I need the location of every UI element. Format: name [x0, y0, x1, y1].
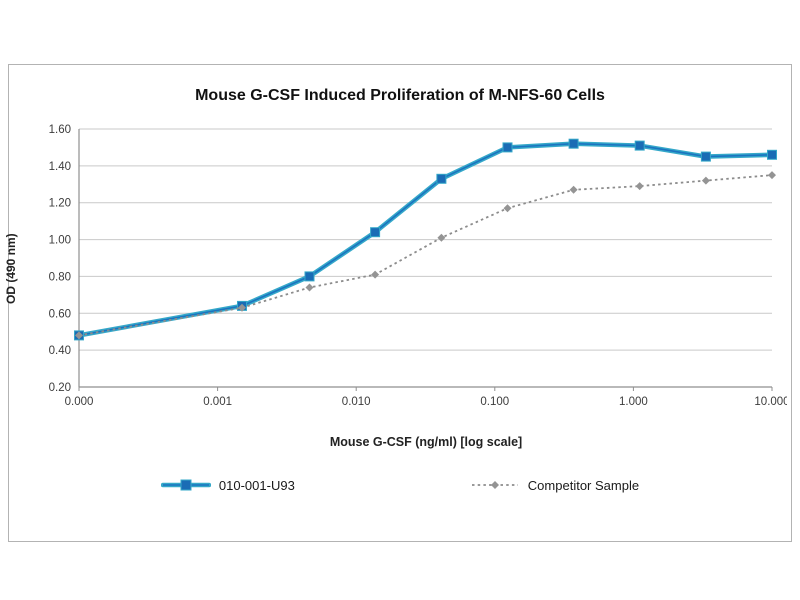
y-tick-label: 1.20 [49, 198, 71, 210]
legend-swatch-primary-icon [160, 479, 211, 491]
series-marker-1 [238, 303, 246, 312]
y-tick-label: 0.20 [49, 382, 71, 394]
y-tick-label: 1.40 [49, 161, 71, 173]
series-marker-0 [304, 271, 315, 282]
chart-legend: 010-001-U93 Competitor Sample [9, 477, 791, 493]
series-line-1 [78, 174, 773, 337]
series-marker-1 [768, 171, 776, 180]
series-marker-0 [436, 173, 447, 184]
series-marker-0 [700, 151, 711, 162]
chart-area: 0.20 0.40 0.60 0.80 1.00 1.20 1.40 1.60 0.000 0.0… [15, 113, 787, 429]
chart-title: Mouse G-CSF Induced Proliferation of M-N… [195, 87, 605, 104]
series-marker-1 [701, 176, 710, 185]
series-marker-0 [634, 140, 645, 151]
series-marker-1 [437, 233, 446, 242]
y-axis-title: OD (490 nm) [4, 233, 18, 304]
series-marker-1 [75, 331, 83, 340]
x-tick-label: 0.100 [480, 396, 509, 408]
legend-swatch-competitor-icon [471, 481, 518, 489]
series-marker-1 [635, 182, 644, 191]
y-tick-label: 0.60 [49, 308, 71, 320]
y-tick-label: 1.00 [49, 235, 71, 247]
line-chart: 0.20 0.40 0.60 0.80 1.00 1.20 1.40 1.60 0.000 0.0… [49, 124, 787, 408]
x-tick-label: 10.000 [754, 396, 787, 408]
y-tick-label: 0.80 [49, 271, 71, 283]
series-marker-0 [502, 142, 513, 153]
series-line-core-0 [78, 142, 773, 337]
x-tick-label: 0.010 [342, 396, 371, 408]
series-marker-1 [305, 283, 314, 292]
legend-label-competitor: Competitor Sample [527, 477, 640, 493]
x-tick-label: 1.000 [619, 396, 648, 408]
legend-label-primary: 010-001-U93 [218, 477, 295, 493]
series-marker-0 [370, 227, 381, 238]
x-tick-label: 0.001 [203, 396, 232, 408]
series-marker-1 [371, 270, 380, 279]
series-marker-1 [503, 204, 512, 213]
series-marker-1 [569, 185, 578, 194]
y-tick-label: 1.60 [49, 124, 71, 136]
y-tick-label: 0.40 [49, 345, 71, 357]
x-axis-title: Mouse G-CSF (ng/ml) [log scale] [329, 435, 523, 449]
chart-frame: Mouse G-CSF Induced Proliferation of M-N… [4, 64, 792, 542]
series-marker-0 [767, 149, 777, 160]
legend-item-competitor: Competitor Sample [470, 477, 639, 493]
x-tick-label: 0.000 [65, 396, 94, 408]
legend-item-primary: 010-001-U93 [160, 477, 295, 493]
series-marker-0 [568, 138, 579, 149]
